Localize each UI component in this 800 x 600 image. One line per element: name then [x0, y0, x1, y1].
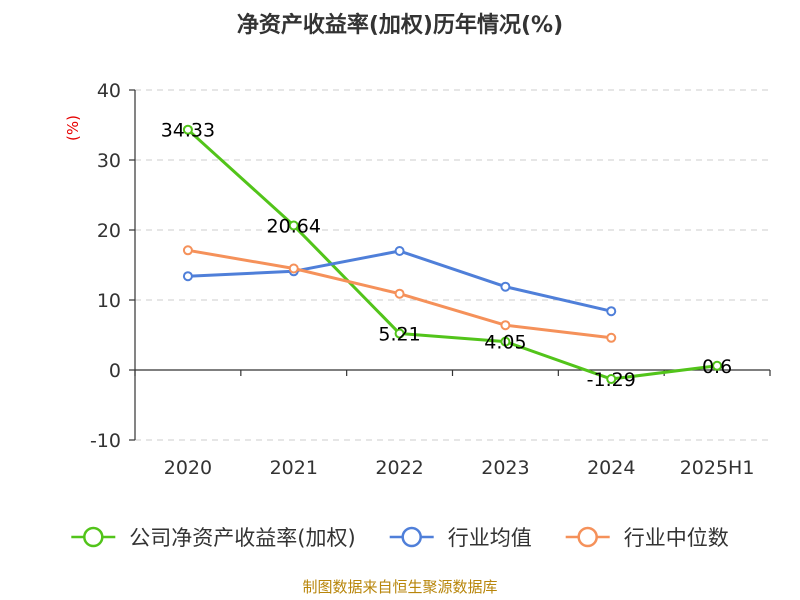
data-label: 34.33 [161, 120, 215, 142]
series-lines [182, 124, 723, 385]
series-line-0[interactable] [186, 128, 718, 381]
y-axis-unit-label: (%) [64, 115, 82, 141]
data-point[interactable] [394, 288, 405, 299]
legend-item-0[interactable]: 公司净资产收益率(加权) [71, 526, 356, 550]
data-point[interactable] [288, 263, 299, 274]
legend[interactable]: 公司净资产收益率(加权) 行业均值 行业中位数 [71, 526, 729, 550]
x-tick-label: 2024 [587, 457, 635, 479]
x-tick-label: 2020 [164, 457, 212, 479]
data-point[interactable] [500, 336, 511, 347]
x-tick-label: 2022 [375, 457, 423, 479]
data-point[interactable] [500, 281, 511, 292]
data-labels: 34.33 20.64 5.21 4.05 -1.29 0.6 [161, 120, 732, 391]
data-point[interactable] [606, 306, 617, 317]
data-label: 4.05 [484, 332, 526, 354]
legend-item-2[interactable]: 行业中位数 [565, 526, 729, 550]
y-tick-label: 20 [97, 220, 121, 242]
data-point[interactable] [500, 320, 511, 331]
data-label: 0.6 [702, 356, 732, 378]
y-tick-label: 10 [97, 290, 121, 312]
y-tick-label: 0 [109, 360, 121, 382]
legend-label: 公司净资产收益率(加权) [129, 526, 355, 550]
data-point[interactable] [606, 332, 617, 343]
legend-item-1[interactable]: 行业均值 [389, 526, 532, 550]
chart-title: 净资产收益率(加权)历年情况(%) [237, 12, 563, 38]
grid [135, 89, 770, 441]
y-tick-label: -10 [90, 430, 121, 452]
x-tick-label: 2025H1 [680, 457, 755, 479]
data-label: 5.21 [378, 324, 420, 346]
legend-label: 行业均值 [448, 526, 532, 550]
data-point[interactable] [606, 374, 617, 385]
data-label: 20.64 [267, 216, 321, 238]
data-point[interactable] [712, 360, 723, 371]
x-tick-label: 2021 [270, 457, 318, 479]
legend-label: 行业中位数 [624, 526, 729, 550]
data-point[interactable] [394, 246, 405, 256]
data-point[interactable] [182, 271, 193, 282]
legend-circle-icon [577, 526, 598, 548]
x-tick-label: 2023 [481, 457, 529, 479]
legend-circle-icon [401, 526, 422, 548]
data-point[interactable] [394, 328, 405, 339]
legend-circle-icon [83, 526, 104, 548]
data-point[interactable] [288, 220, 299, 231]
data-point[interactable] [182, 245, 193, 256]
data-source-note: 制图数据来自恒生聚源数据库 [302, 578, 497, 596]
axes: -10 0 10 20 30 40 2020 2021 2022 2023 2024 2025H1 [90, 80, 771, 479]
data-point[interactable] [182, 124, 193, 135]
y-tick-label: 30 [97, 150, 121, 172]
data-label: -1.29 [587, 369, 636, 391]
y-tick-label: 40 [97, 80, 121, 102]
